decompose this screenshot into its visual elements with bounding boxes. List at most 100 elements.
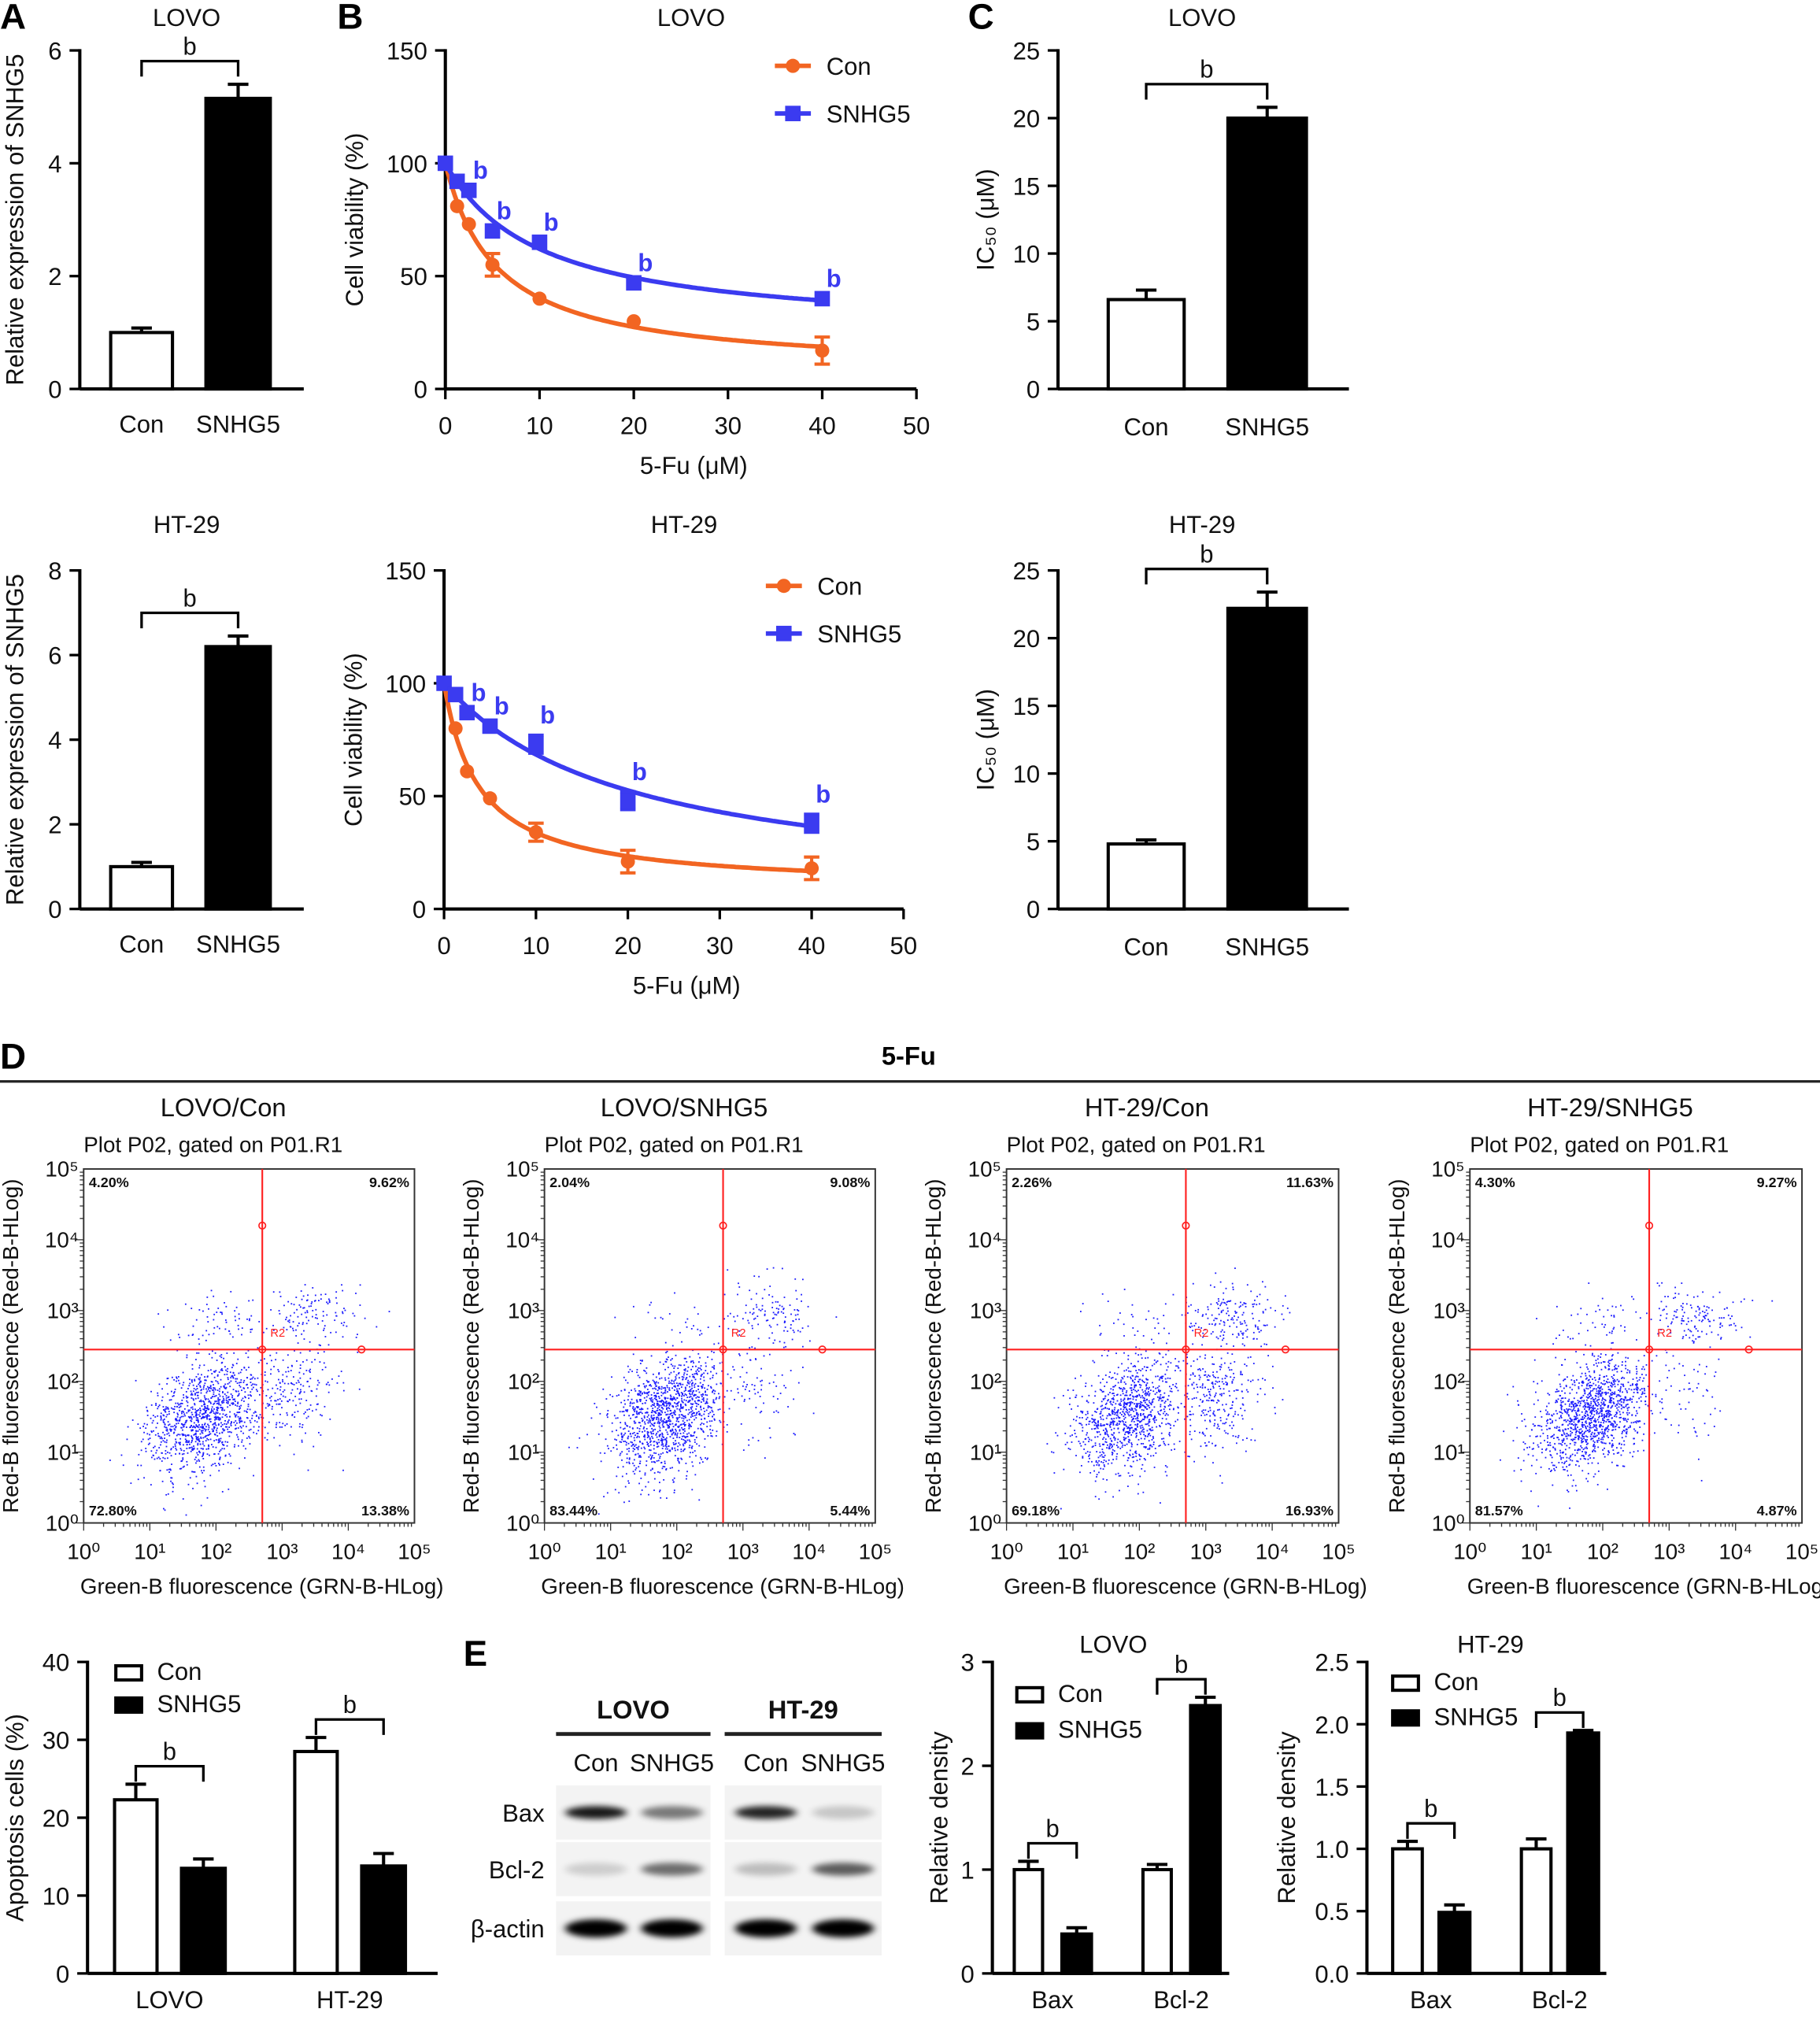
event-dot [135,1379,137,1382]
event-dot [1110,1377,1112,1379]
event-dot [636,1369,638,1371]
event-dot [1266,1343,1267,1345]
event-dot [191,1334,194,1337]
event-dot [1205,1313,1208,1315]
event-dot [657,1417,660,1419]
event-dot [1197,1311,1199,1313]
event-dot [1130,1384,1133,1386]
event-dot [329,1418,331,1420]
event-dot [157,1394,159,1397]
event-dot [1274,1326,1276,1328]
event-dot [183,1434,184,1436]
event-dot [635,1467,638,1469]
event-dot [219,1458,220,1460]
event-dot [209,1419,211,1421]
event-dot [280,1400,283,1402]
event-dot [127,1426,129,1428]
event-dot [209,1353,210,1356]
event-dot [632,1443,634,1445]
event-dot [231,1363,234,1366]
event-dot [241,1399,242,1401]
event-dot [696,1403,698,1404]
event-dot [257,1377,259,1379]
event-dot [693,1395,695,1397]
event-dot [1152,1399,1154,1401]
event-dot [203,1423,205,1426]
event-dot [223,1397,224,1400]
event-dot [1093,1419,1096,1421]
legend-label: Con [827,53,871,80]
event-dot [1074,1433,1076,1434]
event-dot [760,1380,761,1382]
event-dot [160,1444,161,1446]
event-dot [256,1415,257,1417]
event-dot [1106,1430,1108,1433]
event-dot [1104,1431,1106,1434]
event-dot [1233,1424,1234,1426]
event-dot [693,1376,695,1378]
event-dot [168,1408,169,1410]
event-dot [621,1459,623,1461]
event-dot [199,1452,201,1454]
event-dot [192,1398,194,1400]
event-dot [1226,1319,1229,1321]
event-dot [637,1452,639,1455]
event-dot [1093,1464,1095,1467]
event-dot [701,1428,703,1430]
event-dot [700,1375,702,1378]
event-dot [683,1369,686,1371]
event-dot [152,1419,154,1422]
event-dot [1218,1300,1220,1302]
event-dot [622,1466,624,1468]
event-dot [706,1389,708,1390]
event-dot [1231,1427,1234,1430]
event-dot [608,1448,609,1450]
event-dot [690,1407,692,1409]
event-dot [764,1457,766,1459]
event-dot [713,1419,716,1421]
event-dot [659,1414,661,1416]
event-dot [1149,1389,1152,1391]
event-dot [173,1431,176,1434]
quadrant-lr-percent: 5.44% [830,1503,870,1519]
event-dot [678,1420,679,1423]
event-dot [1125,1406,1127,1408]
event-dot [1123,1323,1125,1326]
event-dot [1272,1387,1274,1389]
event-dot [658,1396,660,1397]
event-dot [744,1389,746,1390]
event-dot [698,1400,701,1402]
event-dot [1209,1421,1211,1423]
event-dot [1119,1421,1121,1423]
event-dot [701,1387,703,1389]
event-dot [632,1471,634,1473]
event-dot [1223,1393,1225,1395]
event-dot [164,1423,166,1425]
event-dot [185,1420,187,1422]
event-dot [1105,1441,1108,1444]
event-dot [229,1404,231,1407]
event-dot [1202,1336,1204,1338]
event-dot [209,1454,210,1456]
event-dot [205,1417,208,1419]
event-dot [1152,1386,1155,1388]
event-dot [679,1364,682,1367]
event-dot [666,1404,668,1406]
event-dot [1109,1445,1112,1447]
event-dot [647,1481,649,1483]
event-dot [702,1398,705,1400]
event-dot [681,1400,683,1402]
event-dot [239,1407,242,1409]
event-dot [261,1416,262,1419]
event-dot [176,1441,178,1444]
event-dot [175,1426,177,1428]
event-dot [1215,1392,1217,1394]
event-dot [709,1378,712,1380]
event-dot [683,1422,686,1424]
event-dot [1217,1423,1219,1426]
event-dot [1147,1390,1149,1393]
event-dot [1163,1315,1165,1316]
event-dot [222,1444,224,1445]
event-dot [202,1430,204,1432]
event-dot [209,1438,212,1441]
